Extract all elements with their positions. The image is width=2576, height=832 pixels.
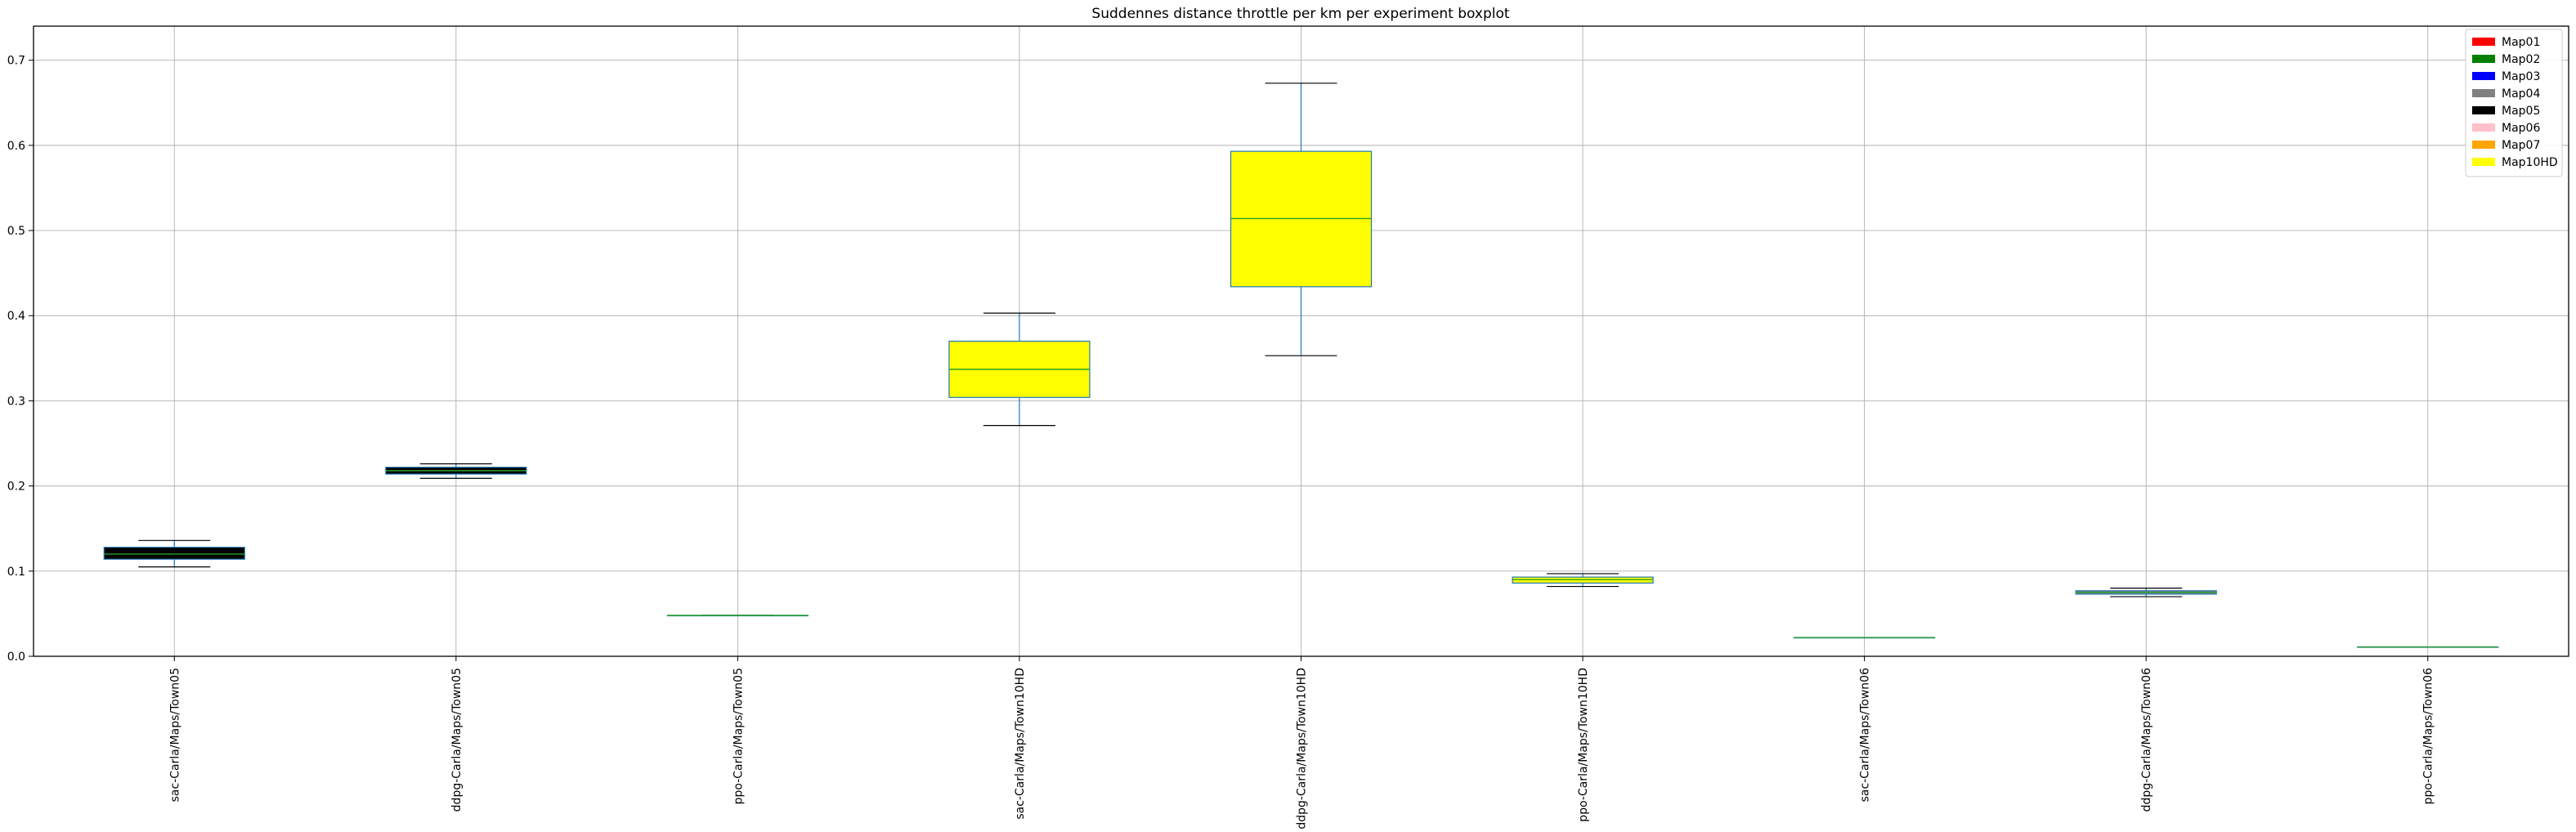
x-tick-label: ppo-Carla/Maps/Town05 (732, 668, 745, 804)
box-9 (2357, 646, 2499, 648)
box-2 (385, 463, 527, 479)
legend-swatch (2472, 55, 2495, 63)
x-tick-label: ppo-Carla/Maps/Town06 (2422, 668, 2435, 804)
y-axis: 0.0 0.1 0.2 0.3 0.4 0.5 0.6 0.7 (7, 55, 34, 664)
legend: Map01 Map02 Map03 Map04 Map05 Map06 Map07 Map10… (2465, 29, 2563, 177)
x-tick-label: sac-Carla/Maps/Town10HD (1014, 668, 1027, 820)
x-axis: sac-Carla/Maps/Town05 ddpg-Carla/Maps/Tow… (168, 656, 2435, 830)
legend-label: Map03 (2502, 70, 2540, 83)
y-tick-label: 0.2 (7, 481, 25, 494)
y-tick-label: 0.3 (7, 395, 25, 408)
y-tick-label: 0.7 (7, 55, 25, 68)
x-tick-label: ppo-Carla/Maps/Town10HD (1577, 668, 1590, 822)
y-tick-label: 0.6 (7, 140, 25, 153)
y-tick-label: 0.4 (7, 310, 25, 323)
box-5 (1230, 83, 1373, 356)
box-8 (2075, 588, 2217, 597)
iqr-box (103, 547, 245, 560)
legend-label: Map06 (2502, 122, 2540, 135)
y-tick-label: 0.0 (7, 651, 25, 664)
legend-label: Map04 (2502, 87, 2540, 101)
legend-swatch (2472, 89, 2495, 97)
legend-frame (2465, 29, 2563, 177)
box-4 (948, 312, 1091, 427)
box-3 (666, 615, 809, 617)
box-series (103, 83, 2499, 648)
legend-swatch (2472, 141, 2495, 149)
box-6 (1512, 573, 1654, 588)
box-7 (1794, 637, 1936, 639)
legend-swatch (2472, 123, 2495, 132)
chart-title: Suddennes distance throttle per km per e… (1091, 6, 1509, 22)
y-tick-label: 0.1 (7, 566, 25, 579)
y-tick-label: 0.5 (7, 225, 25, 238)
box-1 (103, 539, 245, 568)
legend-label: Map05 (2502, 105, 2540, 118)
x-tick-label: sac-Carla/Maps/Town06 (1859, 668, 1872, 802)
x-tick-label: ddpg-Carla/Maps/Town06 (2140, 668, 2153, 812)
x-tick-label: sac-Carla/Maps/Town05 (168, 668, 181, 802)
legend-label: Map01 (2502, 36, 2540, 49)
legend-swatch (2472, 158, 2495, 166)
legend-swatch (2472, 72, 2495, 80)
legend-label: Map02 (2502, 53, 2540, 66)
legend-swatch (2472, 106, 2495, 114)
legend-swatch (2472, 38, 2495, 46)
x-tick-label: ddpg-Carla/Maps/Town05 (450, 668, 464, 812)
x-tick-label: ddpg-Carla/Maps/Town10HD (1296, 668, 1309, 830)
legend-label: Map07 (2502, 139, 2540, 152)
legend-label: Map10HD (2502, 156, 2558, 169)
